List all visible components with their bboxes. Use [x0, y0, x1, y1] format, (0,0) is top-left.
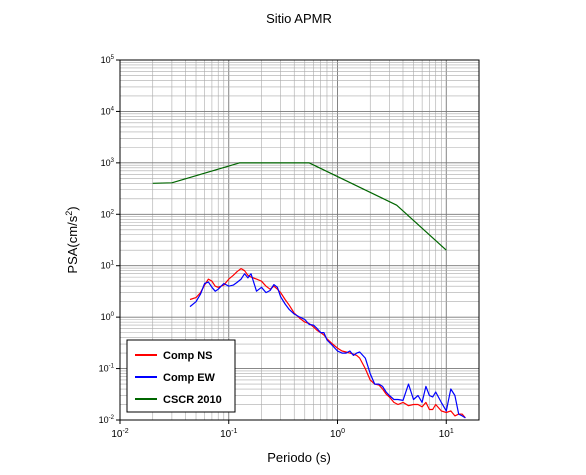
legend-label: Comp EW — [163, 372, 216, 384]
series-line-3 — [152, 162, 447, 251]
y-tick-exp: -2 — [109, 415, 115, 421]
y-tick-base: 10 — [101, 158, 111, 168]
y-tick-exp: 2 — [111, 209, 115, 215]
x-tick-label: 101 — [439, 428, 454, 440]
x-tick-exp: 1 — [450, 428, 454, 435]
y-tick-label: 101 — [101, 261, 115, 271]
y-axis-label-sup: 2 — [64, 211, 74, 216]
y-tick-base: 10 — [101, 209, 111, 219]
x-tick-exp: 0 — [341, 428, 345, 435]
series-line-2 — [189, 273, 466, 419]
y-axis-label: PSA(cm/s2) — [64, 206, 80, 273]
series-lines — [152, 162, 466, 419]
y-tick-exp: 0 — [111, 312, 115, 318]
x-tick-exp: -2 — [122, 428, 128, 435]
y-tick-label: 10-1 — [99, 364, 115, 374]
plot-border — [119, 59, 480, 421]
x-tick-exp: -1 — [231, 428, 237, 435]
x-tick-label: 10-2 — [111, 428, 128, 440]
legend-label: CSCR 2010 — [163, 394, 222, 406]
chart-title: Sitio APMR — [266, 11, 332, 26]
y-tick-exp: 4 — [111, 106, 115, 112]
x-tick-label: 100 — [330, 428, 345, 440]
y-tick-label: 104 — [101, 106, 115, 116]
y-tick-exp: 1 — [111, 261, 115, 267]
y-tick-base: 10 — [101, 106, 111, 116]
x-axis-label: Periodo (s) — [267, 450, 331, 465]
y-tick-base: 10 — [101, 312, 111, 322]
y-tick-exp: -1 — [109, 364, 115, 370]
plot-frame — [119, 59, 480, 421]
x-tick-label: 10-1 — [220, 428, 237, 440]
y-axis-label-suffix: ) — [65, 206, 80, 210]
y-tick-exp: 5 — [111, 55, 115, 61]
legend-label: Comp NS — [163, 350, 213, 362]
y-axis-label-prefix: PSA(cm/s — [65, 215, 80, 273]
y-tick-base: 10 — [99, 364, 109, 374]
y-tick-base: 10 — [101, 261, 111, 271]
y-tick-label: 103 — [101, 158, 115, 168]
x-tick-base: 10 — [111, 429, 123, 440]
y-tick-label: 100 — [101, 312, 115, 322]
y-tick-exp: 3 — [111, 158, 115, 164]
x-tick-base: 10 — [220, 429, 232, 440]
legend: Comp NS Comp EW CSCR 2010 — [126, 339, 236, 413]
y-tick-label: 10-2 — [99, 415, 115, 425]
y-tick-label: 105 — [101, 55, 115, 65]
y-tick-base: 10 — [99, 415, 109, 425]
y-tick-base: 10 — [101, 55, 111, 65]
x-tick-base: 10 — [439, 429, 451, 440]
y-tick-label: 102 — [101, 209, 115, 219]
x-ticks: 10-2 10-1 100 101 — [111, 420, 454, 440]
x-tick-base: 10 — [330, 429, 342, 440]
